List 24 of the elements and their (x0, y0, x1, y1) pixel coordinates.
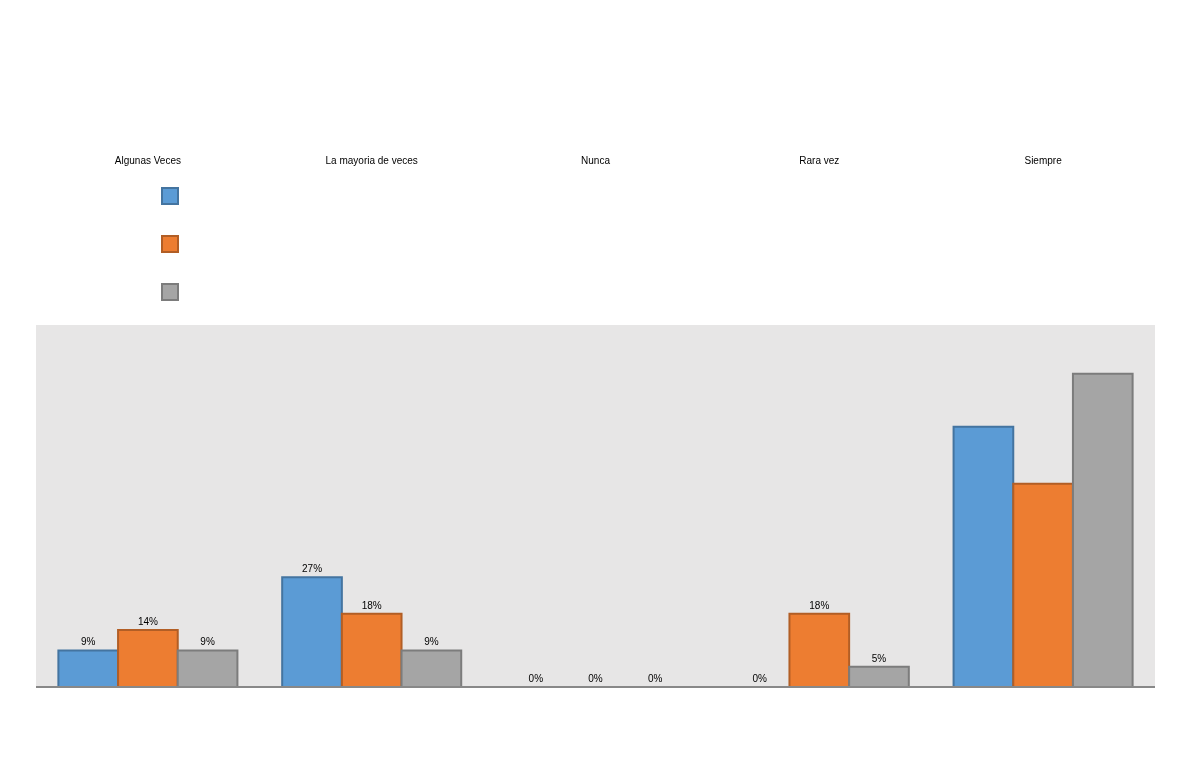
x-tick-label: Siempre (1024, 154, 1063, 166)
data-label: 14% (137, 616, 159, 628)
x-tick-label: Rara vez (799, 154, 840, 166)
bar (281, 576, 343, 688)
data-label: 18% (361, 599, 382, 611)
bar (788, 612, 851, 688)
data-label: 18% (809, 599, 830, 611)
bar (340, 612, 403, 688)
bar (57, 649, 120, 688)
x-tick-label: La mayoria de veces (325, 154, 418, 166)
bar (952, 425, 1015, 688)
data-label: 9% (424, 636, 439, 648)
data-label: 0% (752, 673, 767, 684)
data-label: 9% (80, 636, 96, 648)
x-tick-label: Nunca (581, 154, 611, 166)
data-label: 0% (647, 673, 663, 684)
bar (117, 629, 179, 688)
data-label: 9% (200, 636, 215, 648)
data-label: 0% (588, 673, 603, 684)
data-label: 27% (302, 563, 323, 575)
bar (1012, 482, 1074, 688)
data-label: 0% (528, 673, 544, 684)
data-label: 5% (871, 652, 887, 664)
x-tick-label: Algunas Veces (114, 154, 181, 166)
